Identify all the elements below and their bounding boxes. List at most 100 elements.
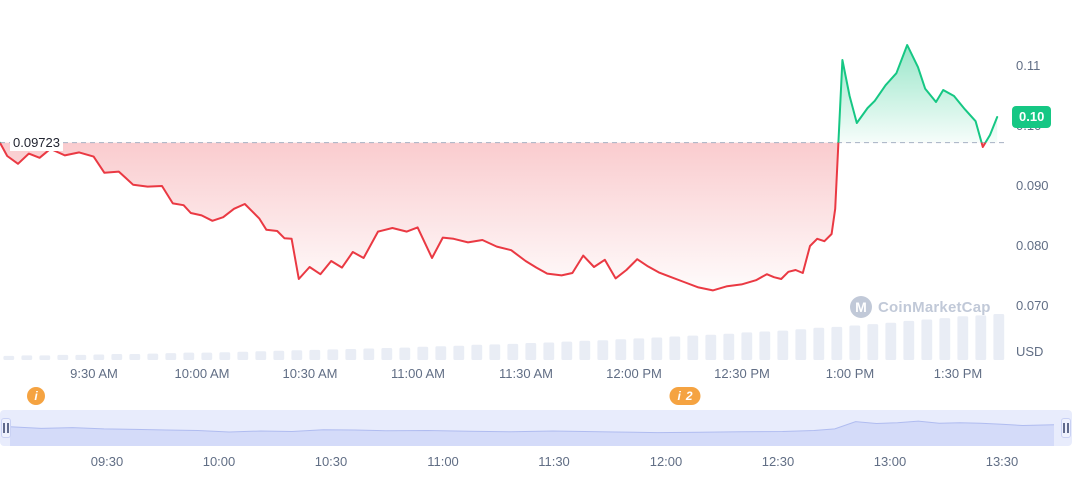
- volume-bar: [21, 355, 33, 360]
- volume-bar: [147, 353, 159, 360]
- volume-bar: [687, 335, 699, 360]
- navigator-tick: 10:00: [202, 454, 236, 469]
- volume-bar: [129, 354, 141, 360]
- x-axis: 9:30 AM 10:00 AM 10:30 AM 11:00 AM 11:30 AM 1…: [0, 364, 1008, 384]
- volume-bar: [471, 344, 483, 360]
- grip-icon: [7, 423, 9, 433]
- volume-bar: [669, 336, 681, 360]
- volume-bar: [957, 316, 969, 360]
- volume-bar: [75, 354, 87, 360]
- info-icon: i: [677, 389, 681, 403]
- volume-bar: [183, 352, 195, 360]
- x-axis-tick: 11:00 AM: [391, 366, 445, 381]
- volume-bar: [381, 348, 393, 360]
- volume-bar: [507, 343, 519, 360]
- volume-bar: [363, 348, 375, 360]
- x-axis-tick: 12:30 PM: [714, 366, 770, 381]
- volume-bar: [867, 324, 879, 360]
- volume-bar: [417, 346, 429, 360]
- volume-bar: [705, 334, 717, 360]
- navigator-handle-right[interactable]: [1061, 418, 1071, 438]
- volume-bar: [921, 319, 933, 360]
- y-axis-tick: 0.11: [1016, 58, 1041, 73]
- volume-bar: [39, 355, 51, 360]
- volume-bar: [327, 349, 339, 360]
- navigator[interactable]: [0, 410, 1072, 446]
- volume-bar: [795, 329, 807, 360]
- current-price-badge: 0.10: [1012, 106, 1052, 128]
- grip-icon: [1067, 423, 1069, 433]
- volume-bar: [597, 340, 609, 360]
- info-icon: i: [34, 389, 38, 403]
- navigator-tick: 11:00: [427, 454, 459, 469]
- volume-bar: [903, 320, 915, 360]
- volume-bar: [453, 345, 465, 360]
- grip-icon: [3, 423, 5, 433]
- area-above-baseline: [0, 45, 998, 143]
- watermark-text: CoinMarketCap: [878, 298, 991, 316]
- volume-bar: [309, 349, 321, 360]
- baseline-price-label: 0.09723: [10, 134, 63, 151]
- navigator-tick: 12:00: [649, 454, 683, 469]
- volume-bar: [273, 350, 285, 360]
- grip-icon: [1063, 423, 1065, 433]
- volume-bar: [93, 354, 105, 360]
- x-axis-tick: 9:30 AM: [70, 366, 118, 381]
- volume-bar: [201, 352, 213, 360]
- volume-bar: [975, 315, 987, 360]
- volume-bar: [579, 340, 591, 360]
- annotation-flag-1[interactable]: i: [27, 387, 45, 405]
- annotation-flag-2[interactable]: i 2: [669, 387, 701, 405]
- volume-bar: [489, 344, 501, 360]
- volume-bar: [219, 352, 231, 360]
- volume-bar: [885, 322, 897, 360]
- x-axis-tick: 12:00 PM: [606, 366, 662, 381]
- volume-bar: [57, 354, 69, 360]
- volume-bar: [255, 351, 267, 360]
- navigator-tick: 13:00: [873, 454, 907, 469]
- x-axis-tick: 1:00 PM: [825, 366, 875, 381]
- volume-bar: [3, 355, 15, 360]
- volume-bar: [525, 343, 537, 360]
- x-axis-tick: 10:30 AM: [282, 366, 338, 381]
- volume-bar: [435, 346, 447, 360]
- navigator-tick: 10:30: [314, 454, 348, 469]
- x-axis-tick: 1:30 PM: [933, 366, 983, 381]
- price-chart-svg[interactable]: [0, 0, 1008, 362]
- volume-bar: [813, 327, 825, 360]
- area-below-baseline: [0, 142, 986, 291]
- navigator-svg[interactable]: [0, 410, 1072, 446]
- volume-bar: [831, 326, 843, 360]
- volume-bar: [615, 339, 627, 360]
- volume-bar: [291, 350, 303, 360]
- navigator-area: [10, 421, 1054, 446]
- y-axis-tick: 0.080: [1016, 238, 1049, 253]
- price-line-up: [0, 44, 999, 143]
- volume-bar: [165, 353, 177, 360]
- navigator-tick: 13:30: [985, 454, 1019, 469]
- annotation-count: 2: [685, 389, 693, 403]
- volume-bar: [561, 341, 573, 360]
- price-line-down: [0, 142, 987, 292]
- y-axis-tick: 0.070: [1016, 298, 1049, 313]
- usd-label: USD: [1016, 344, 1044, 359]
- coinmarketcap-logo-icon: M: [850, 296, 872, 318]
- volume-bar: [237, 351, 249, 360]
- annotations-row: i i 2: [0, 386, 1008, 408]
- volume-bar: [777, 330, 789, 360]
- navigator-axis: 09:30 10:00 10:30 11:00 11:30 12:00 12:30 13:00…: [0, 452, 1072, 472]
- volume-bar: [345, 349, 357, 360]
- watermark: M CoinMarketCap: [850, 296, 991, 318]
- navigator-tick: 12:30: [761, 454, 795, 469]
- volume-bar: [399, 347, 411, 360]
- volume-bar: [651, 337, 663, 360]
- navigator-tick: 11:30: [538, 454, 570, 469]
- volume-bar: [111, 354, 123, 360]
- volume-bar: [939, 318, 951, 360]
- navigator-area-line: [9, 420, 1055, 434]
- navigator-handle-left[interactable]: [1, 418, 11, 438]
- volume-bar: [741, 332, 753, 360]
- y-axis-tick: 0.090: [1016, 178, 1049, 193]
- x-axis-tick: 11:30 AM: [499, 366, 553, 381]
